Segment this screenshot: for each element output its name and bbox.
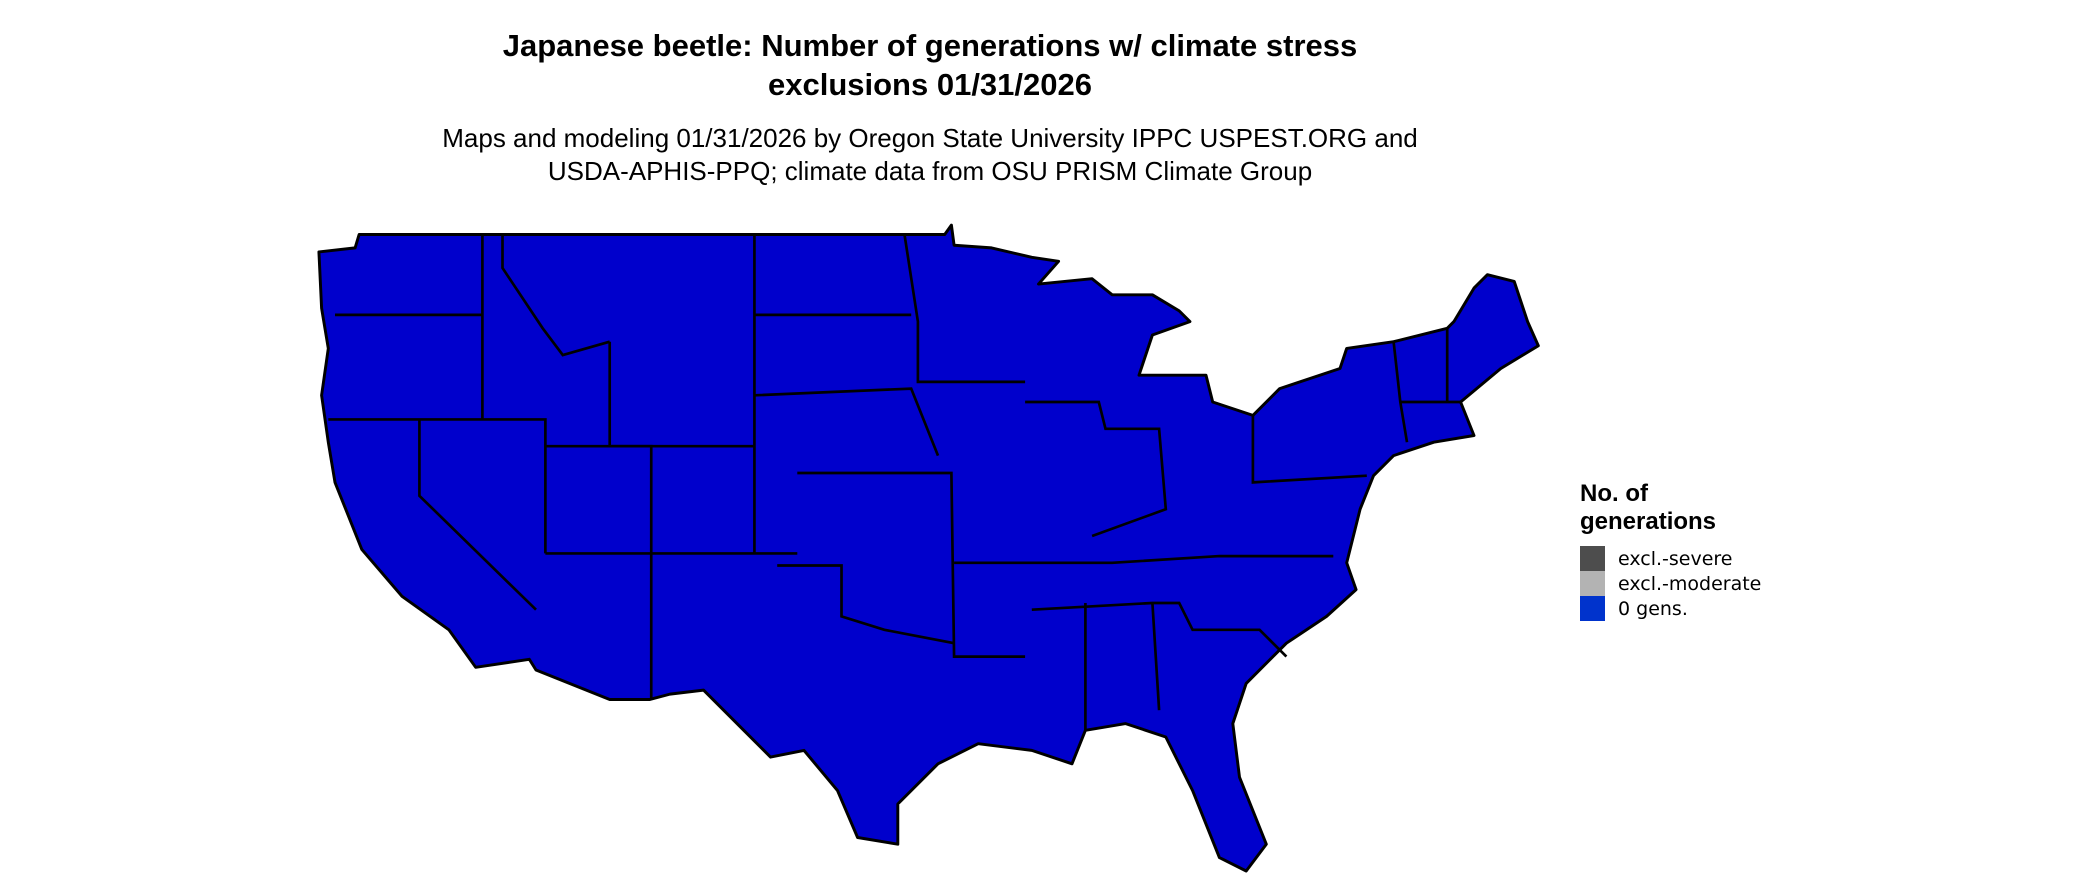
state-borders [328,234,1461,731]
map-subtitle: Maps and modeling 01/31/2026 by Oregon S… [0,122,1860,188]
legend-swatch [1580,596,1605,621]
legend-label: 0 gens. [1618,597,1688,620]
legend-title-line-2: generations [1580,508,1717,535]
map-title: Japanese beetle: Number of generations w… [0,26,1860,104]
legend: No. of generations excl.-severe excl.-mo… [1580,480,1761,621]
legend-label: excl.-severe [1618,547,1733,570]
us-outline [317,223,1540,873]
legend-swatch [1580,571,1605,596]
legend-item-0-gens: 0 gens. [1580,596,1761,621]
subtitle-line-1: Maps and modeling 01/31/2026 by Oregon S… [442,123,1418,153]
subtitle-line-2: USDA-APHIS-PPQ; climate data from OSU PR… [547,156,1313,186]
legend-label: excl.-moderate [1618,572,1762,595]
legend-title: No. of generations [1580,480,1761,536]
legend-item-excl-moderate: excl.-moderate [1580,571,1761,596]
legend-title-line-1: No. of [1580,480,1648,507]
legend-swatch [1580,546,1605,571]
title-line-1: Japanese beetle: Number of generations w… [502,28,1358,63]
legend-item-excl-severe: excl.-severe [1580,546,1761,571]
title-line-2: exclusions 01/31/2026 [767,67,1092,102]
